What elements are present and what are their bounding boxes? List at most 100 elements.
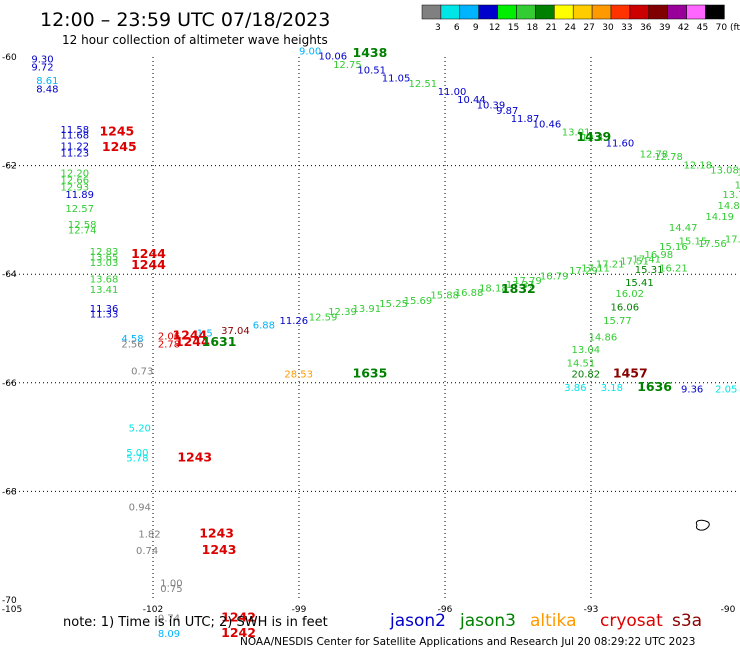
swh-label: 28.53: [284, 369, 313, 380]
colorbar-label: 3: [435, 23, 441, 33]
swh-label: 15.41: [625, 278, 654, 289]
swh-label: 12.59: [309, 312, 338, 323]
time-label: 1244: [131, 257, 166, 272]
colorbar-swatch: [459, 4, 479, 20]
colorbar-label: 70: [716, 23, 728, 33]
colorbar-swatch: [516, 4, 536, 20]
colorbar-label: 27: [583, 23, 594, 33]
swh-label: 9.30: [31, 54, 53, 65]
x-tick-label: -102: [143, 605, 163, 615]
coastline-outline: [695, 519, 710, 531]
swh-label: 5.78: [126, 454, 148, 465]
satellite-legend: jason2 jason3 altika cryosat s3a: [389, 611, 702, 631]
swh-label: 17.99: [725, 235, 740, 246]
time-label: 1243: [177, 450, 212, 465]
swh-label: 9.72: [31, 63, 53, 74]
colorbar-swatch: [629, 4, 650, 20]
swh-label: 0.74: [158, 614, 180, 625]
swh-label: 2.78: [158, 340, 180, 351]
swh-label: 12.51: [409, 79, 438, 90]
swh-label: 13.04: [572, 345, 601, 356]
swh-label: 16.02: [615, 289, 644, 300]
swh-label: 11.33: [90, 310, 119, 321]
swh-label: 3.86: [564, 383, 586, 394]
swh-label: 8.09: [158, 629, 180, 640]
swh-label: 12.20: [61, 168, 90, 179]
swh-label: 12.83: [90, 247, 119, 258]
swh-label: 10.44: [457, 95, 486, 106]
y-tick-label: -66: [2, 379, 17, 389]
time-label: 1636: [637, 379, 672, 394]
swh-label: 14.40: [737, 167, 740, 178]
swh-label: 11.87: [511, 114, 540, 125]
x-tick-label: -99: [292, 605, 307, 615]
swh-label: 16.79: [540, 272, 569, 283]
colorbar-swatch: [554, 4, 574, 20]
swh-label: 9.87: [496, 106, 518, 117]
time-label: 1242: [221, 625, 256, 640]
swh-label: 15.77: [603, 316, 632, 327]
colorbar-label: 42: [678, 23, 689, 33]
swh-label: 11.23: [61, 148, 90, 159]
swh-label: 13.91: [353, 304, 382, 315]
swh-label: 1.5: [197, 329, 213, 340]
satellite-name: s3a: [672, 611, 702, 631]
time-label: 1631: [202, 334, 237, 349]
colorbar-swatch: [572, 4, 593, 20]
colorbar-swatch: [440, 4, 461, 20]
colorbar-label: 18: [527, 23, 539, 33]
swh-label: 13.71: [722, 190, 740, 201]
swh-label: 14.80: [718, 201, 740, 212]
swh-label: 15.15: [679, 236, 708, 247]
swh-label: 15.16: [659, 242, 688, 253]
swh-label: 5.00: [126, 448, 148, 459]
time-label: 1244: [172, 327, 207, 342]
colorbar-label: 33: [621, 23, 632, 33]
swh-label: 13.41: [90, 285, 119, 296]
colorbar-label: 39: [659, 23, 671, 33]
swh-label: 9.36: [681, 385, 703, 396]
x-tick-label: -105: [2, 605, 22, 615]
time-label: 1438: [353, 45, 388, 60]
swh-label: 0.73: [131, 367, 153, 378]
map-grid: [7, 57, 737, 600]
swh-label: 18.18: [479, 284, 508, 295]
chart-title: 12:00 – 23:59 UTC 07/18/2023: [40, 9, 330, 31]
swh-label: 0.75: [160, 584, 182, 595]
swh-label: 10.51: [357, 65, 386, 76]
swh-label: 12.18: [683, 160, 712, 171]
swh-label: 11.26: [280, 316, 309, 327]
swh-label: 14.19: [705, 212, 734, 223]
swh-label: 11.05: [382, 73, 411, 84]
satellite-name: jason3: [459, 611, 516, 631]
swh-label: 13.25: [735, 180, 740, 191]
satellite-name: altika: [530, 611, 577, 631]
swh-label: 13.03: [90, 258, 119, 269]
swh-label: 17.51: [620, 256, 649, 267]
satellite-name: jason2: [389, 611, 446, 631]
swh-label: 13.68: [90, 274, 119, 285]
colorbar-label: 24: [564, 23, 576, 33]
swh-label: 13.01: [562, 128, 591, 139]
colorbar-swatch: [478, 4, 498, 20]
colorbar-swatch: [421, 4, 442, 20]
swh-label: 11.68: [61, 130, 90, 141]
swh-label: 11.58: [61, 125, 90, 136]
swh-label: 17.21: [596, 260, 625, 271]
x-tick-label: -90: [721, 605, 736, 615]
swh-label: 14.51: [567, 359, 596, 370]
swh-label: 3.18: [601, 383, 623, 394]
swh-label: 17.41: [632, 254, 661, 265]
colorbar-label: 21: [546, 23, 557, 33]
swh-label: 4.58: [121, 334, 143, 345]
swh-label: 11.22: [61, 141, 90, 152]
swh-label: 2.06: [158, 331, 180, 342]
time-label: 1244: [175, 334, 210, 349]
time-label: 1242: [221, 610, 256, 625]
time-label: 1245: [102, 139, 137, 154]
swh-label: 11.60: [606, 139, 635, 150]
swh-label: 5.20: [129, 424, 151, 435]
x-tick-label: -96: [438, 605, 453, 615]
colorbar-label: 6: [454, 23, 460, 33]
swh-label: 12.78: [654, 152, 683, 163]
